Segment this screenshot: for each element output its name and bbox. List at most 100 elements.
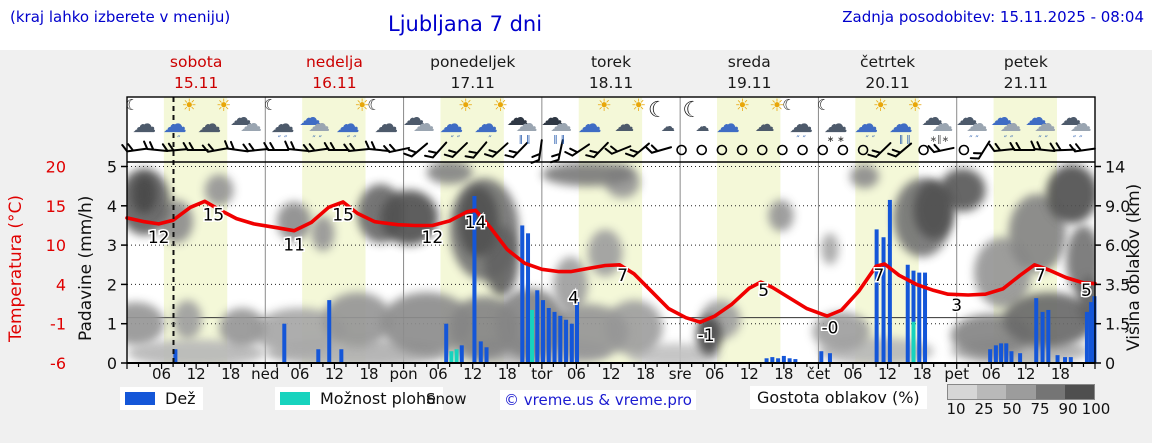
rain-bar bbox=[327, 300, 332, 363]
rain-bar bbox=[887, 199, 892, 363]
precipitation-bars bbox=[173, 195, 1097, 363]
cloud-blob bbox=[127, 302, 165, 346]
precip-tick-label: 2 bbox=[107, 275, 117, 294]
cloud-density-tick-label: 90 bbox=[1058, 400, 1078, 418]
rain-bar bbox=[911, 270, 916, 363]
rain-bar bbox=[484, 347, 489, 363]
day-name: nedelja bbox=[306, 53, 363, 71]
temp-value-label: 7 bbox=[874, 266, 885, 286]
wind-barb-icon bbox=[403, 142, 429, 158]
cloud-density-legend-label: Gostota oblakov (%) bbox=[750, 386, 927, 409]
rain-bar bbox=[874, 229, 879, 363]
wind-barb-icon bbox=[604, 145, 632, 155]
wind-barb-icon bbox=[1009, 142, 1036, 151]
wind-barb-icon bbox=[564, 143, 591, 157]
rain-bar bbox=[564, 319, 569, 363]
wind-barb-icon bbox=[969, 140, 991, 160]
temp-tick-label: -1 bbox=[50, 315, 66, 334]
rain-bar bbox=[764, 358, 769, 363]
cloud-blob bbox=[1046, 164, 1095, 224]
day-date: 20.11 bbox=[865, 74, 909, 92]
gradient-segment bbox=[1035, 385, 1065, 399]
wind-barb-icon bbox=[161, 142, 189, 152]
cloud-blob bbox=[131, 174, 157, 214]
wind-calm-icon bbox=[736, 144, 748, 156]
precip-tick-label: 3 bbox=[107, 236, 117, 255]
cloud-blob bbox=[311, 215, 335, 251]
day-abbr-label: ned bbox=[251, 365, 279, 383]
day-date: 15.11 bbox=[174, 74, 218, 92]
temp-value-label: 5 bbox=[1081, 281, 1092, 301]
rain-bar bbox=[520, 225, 525, 363]
rain-bar bbox=[478, 341, 483, 363]
temp-value-label: 7 bbox=[1035, 266, 1046, 286]
shower-swatch bbox=[280, 392, 310, 405]
rain-bar bbox=[173, 349, 178, 363]
day-name: četrtek bbox=[860, 53, 915, 71]
cloud-blob bbox=[458, 186, 499, 257]
rain-bar bbox=[993, 345, 998, 363]
rain-bar bbox=[1055, 355, 1060, 363]
rain-swatch bbox=[125, 392, 155, 405]
shower-bar bbox=[911, 321, 916, 363]
precip-tick-label: 1 bbox=[107, 315, 117, 334]
day-abbr-label: sre bbox=[669, 365, 692, 383]
wind-barb-icon bbox=[424, 141, 448, 159]
wind-barb-icon bbox=[1030, 140, 1056, 153]
wind-calm-icon bbox=[756, 144, 768, 156]
wind-barb-icon bbox=[224, 140, 249, 153]
hour-label: 12 bbox=[1016, 365, 1035, 383]
temp-tick-label: 4 bbox=[56, 275, 66, 294]
wind-barb-icon bbox=[143, 140, 169, 153]
hour-label: 06 bbox=[982, 365, 1001, 383]
rain-bar bbox=[923, 272, 928, 363]
day-name: petek bbox=[1004, 53, 1048, 71]
cloud-blob bbox=[219, 307, 266, 348]
rain-bar bbox=[793, 359, 798, 363]
wind-barb-icon bbox=[549, 139, 564, 164]
wind-barb-icon bbox=[464, 141, 488, 159]
temp-value-label: 4 bbox=[568, 288, 579, 308]
wind-barb-icon bbox=[302, 143, 330, 153]
hour-label: 06 bbox=[843, 365, 862, 383]
day-name: torek bbox=[591, 53, 631, 71]
hour-label: 18 bbox=[774, 365, 793, 383]
wind-barb-icon bbox=[182, 142, 209, 151]
temp-value-label: 15 bbox=[332, 205, 354, 225]
cloud-density-gradient bbox=[947, 384, 1095, 400]
rain-bar bbox=[282, 323, 287, 363]
cloud-blob bbox=[380, 190, 439, 246]
wind-barb-icon bbox=[1069, 143, 1096, 153]
rain-bar bbox=[546, 307, 551, 363]
cloud-blob bbox=[322, 292, 393, 348]
gradient-segment bbox=[948, 385, 978, 399]
hour-label: 06 bbox=[567, 365, 586, 383]
hour-label: 06 bbox=[705, 365, 724, 383]
cloud-blob bbox=[821, 233, 839, 265]
temp-tick-label: -6 bbox=[50, 354, 66, 373]
wind-barb-icon bbox=[443, 142, 468, 158]
wind-barb-icon bbox=[504, 141, 529, 159]
hour-label: 12 bbox=[187, 365, 206, 383]
rain-bar bbox=[558, 315, 563, 363]
rain-bar bbox=[827, 353, 832, 363]
wind-barb-icon bbox=[364, 140, 391, 153]
wind-calm-icon bbox=[716, 144, 728, 156]
copyright-label: © vreme.us & vreme.pro bbox=[500, 390, 696, 410]
rain-bar bbox=[535, 290, 540, 363]
rain-bar bbox=[770, 357, 775, 363]
wind-barb-icon bbox=[867, 142, 892, 158]
temp-tick-label: 15 bbox=[46, 197, 66, 216]
hour-label: 18 bbox=[913, 365, 932, 383]
cloud-density-tick-label: 100 bbox=[1081, 400, 1111, 418]
temp-value-label: 15 bbox=[203, 205, 225, 225]
cloud-blob bbox=[696, 315, 722, 356]
cloud-blob bbox=[276, 201, 312, 242]
hour-label: 12 bbox=[601, 365, 620, 383]
precip-tick-label: 0 bbox=[107, 354, 117, 373]
temp-tick-label: 20 bbox=[46, 158, 66, 177]
cloud-density-tick-label: 25 bbox=[974, 400, 994, 418]
hour-label: 18 bbox=[636, 365, 655, 383]
gradient-segment bbox=[1006, 385, 1036, 399]
day-name: ponedeljek bbox=[430, 53, 515, 71]
